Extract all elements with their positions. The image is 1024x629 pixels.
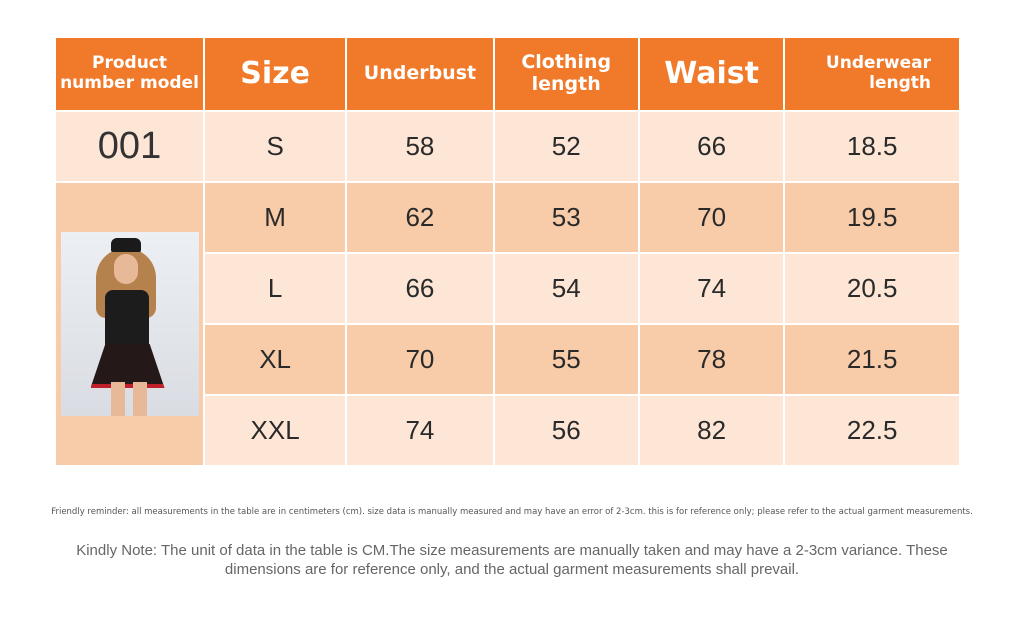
- photo-leg-right: [132, 382, 147, 416]
- size-cell: S: [205, 112, 348, 183]
- header-underwear-length: Underwear length: [785, 38, 959, 112]
- product-photo: [60, 232, 199, 416]
- underbust-cell: 62: [347, 183, 495, 254]
- size-cell: XL: [205, 325, 348, 396]
- header-size: Size: [205, 38, 348, 112]
- table-row: 001 S 58 52 66 18.5: [56, 112, 959, 183]
- underwear-length-cell: 18.5: [785, 112, 959, 183]
- photo-leg-left: [110, 382, 125, 416]
- underbust-cell: 66: [347, 254, 495, 325]
- clothing-length-cell: 55: [494, 325, 640, 396]
- underwear-length-cell: 22.5: [785, 396, 959, 467]
- waist-cell: 78: [639, 325, 786, 396]
- size-cell: M: [205, 183, 348, 254]
- waist-cell: 66: [639, 112, 786, 183]
- waist-cell: 70: [639, 183, 786, 254]
- underbust-cell: 58: [347, 112, 495, 183]
- size-chart-table: Product number model Size Underbust Clot…: [56, 38, 959, 467]
- table-row: L 66 54 74 20.5: [56, 254, 959, 325]
- product-photo-cell: [56, 183, 205, 467]
- table-row: XL 70 55 78 21.5: [56, 325, 959, 396]
- underwear-length-cell: 19.5: [785, 183, 959, 254]
- header-product-number-model: Product number model: [56, 38, 205, 112]
- table-row: XXL 74 56 82 22.5: [56, 396, 959, 467]
- photo-skirt: [90, 344, 165, 388]
- header-clothing-length: Clothing length: [494, 38, 640, 112]
- clothing-length-cell: 52: [494, 112, 640, 183]
- photo-hat: [110, 238, 141, 252]
- size-cell: XXL: [205, 396, 348, 467]
- header-underbust: Underbust: [347, 38, 495, 112]
- underbust-cell: 70: [347, 325, 495, 396]
- waist-cell: 82: [639, 396, 786, 467]
- table-row: M 62 53 70 19.5: [56, 183, 959, 467]
- photo-torso: [104, 290, 149, 350]
- friendly-reminder-text: Friendly reminder: all measurements in t…: [51, 507, 973, 517]
- header-row: Product number model Size Underbust Clot…: [56, 38, 959, 112]
- underbust-cell: 74: [347, 396, 495, 467]
- clothing-length-cell: 56: [494, 396, 640, 467]
- underwear-length-cell: 20.5: [785, 254, 959, 325]
- clothing-length-cell: 54: [494, 254, 640, 325]
- header-waist: Waist: [639, 38, 786, 112]
- size-cell: L: [205, 254, 348, 325]
- model-number: 001: [56, 112, 205, 183]
- waist-cell: 74: [639, 254, 786, 325]
- photo-face: [113, 254, 138, 284]
- kindly-note-text: Kindly Note: The unit of data in the tab…: [76, 542, 948, 578]
- underwear-length-cell: 21.5: [785, 325, 959, 396]
- clothing-length-cell: 53: [494, 183, 640, 254]
